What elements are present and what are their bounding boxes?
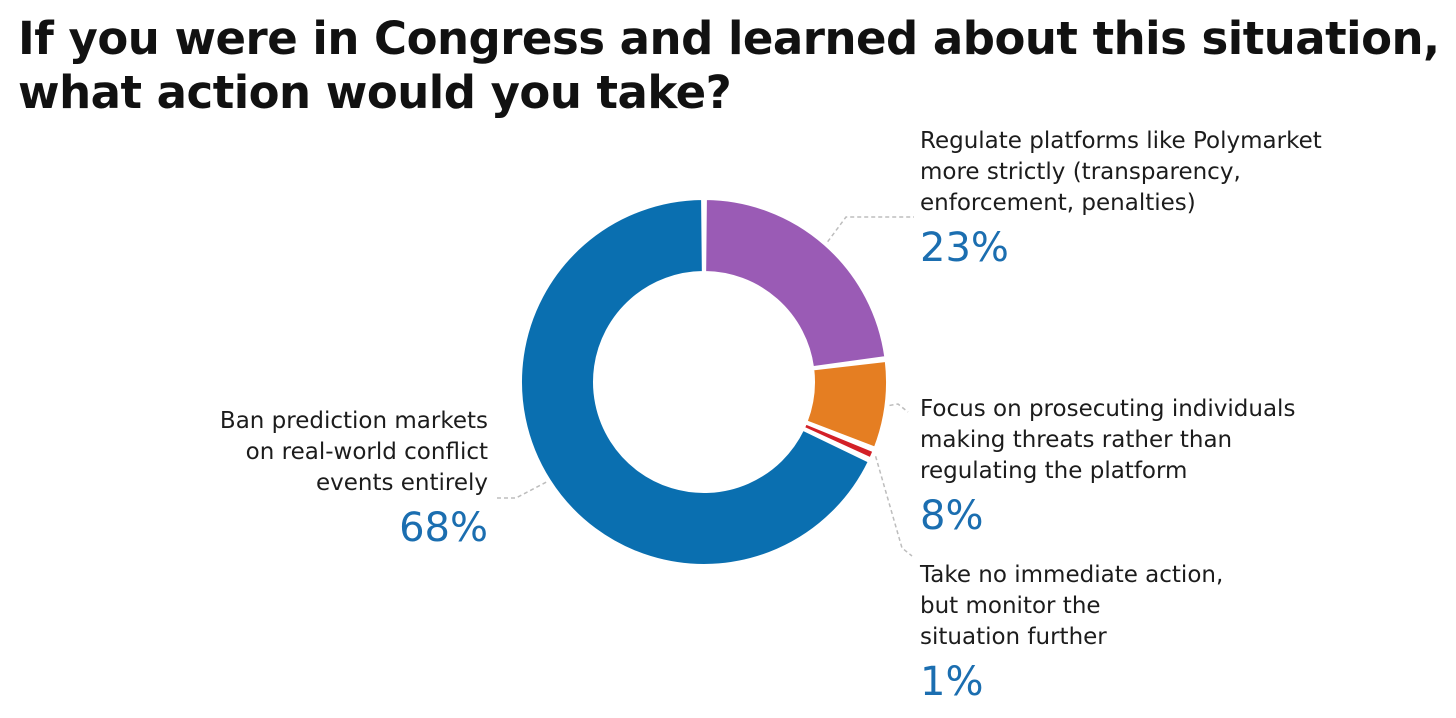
slice-label-no-action-line-2: but monitor the xyxy=(920,593,1101,619)
slice-label-prosecute-line-1: Focus on prosecuting individuals xyxy=(920,396,1296,422)
slice-label-regulate: Regulate platforms like Polymarket more … xyxy=(920,126,1322,271)
chart-title: If you were in Congress and learned abou… xyxy=(18,12,1448,120)
leader-line-ban xyxy=(494,481,547,499)
slice-percent-ban: 68% xyxy=(399,505,488,551)
slice-percent-regulate: 23% xyxy=(920,225,1009,271)
donut-slices xyxy=(520,198,888,566)
slice-label-ban-line-1: Ban prediction markets xyxy=(219,408,488,434)
leader-line-no-action xyxy=(874,456,913,557)
leader-line-regulate xyxy=(827,216,914,243)
slice-label-ban-line-3: events entirely xyxy=(315,470,488,496)
donut-slice-no-action xyxy=(803,422,875,460)
chart-title-line-2: what action would you take? xyxy=(18,66,732,119)
donut-slice-ban xyxy=(520,198,870,566)
slice-label-prosecute-line-3: regulating the platform xyxy=(920,458,1188,484)
slice-label-regulate-line-2: more strictly (transparency, xyxy=(920,159,1241,185)
slice-label-prosecute-line-2: making threats rather than xyxy=(920,427,1233,453)
donut-slice-prosecute xyxy=(805,359,888,449)
slice-label-ban: Ban prediction markets on real-world con… xyxy=(220,406,488,551)
slice-percent-no-action: 1% xyxy=(920,659,984,705)
chart-title-line-1: If you were in Congress and learned abou… xyxy=(18,12,1440,65)
slice-label-no-action-line-3: situation further xyxy=(920,624,1107,650)
slice-label-ban-line-2: on real-world conflict xyxy=(245,439,488,465)
slice-label-prosecute: Focus on prosecuting individuals making … xyxy=(920,394,1295,539)
slice-label-regulate-line-1: Regulate platforms like Polymarket xyxy=(920,128,1322,154)
donut-slice-regulate xyxy=(704,198,887,369)
slice-percent-prosecute: 8% xyxy=(920,493,984,539)
leader-lines xyxy=(494,216,914,557)
slice-label-regulate-line-3: enforcement, penalties) xyxy=(920,190,1196,216)
slice-label-no-action: Take no immediate action, but monitor th… xyxy=(920,560,1223,705)
leader-line-prosecute xyxy=(889,403,909,413)
slice-label-no-action-line-1: Take no immediate action, xyxy=(920,562,1224,588)
